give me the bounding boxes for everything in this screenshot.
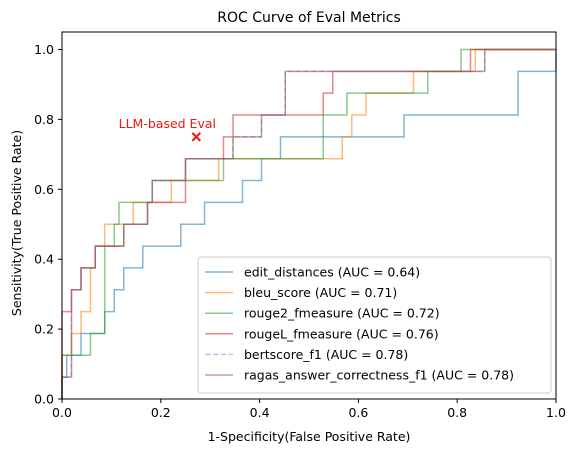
annotation-layer: LLM-based Eval (119, 116, 216, 142)
legend-box (197, 256, 552, 394)
y-tick-label: 0.6 (34, 182, 54, 197)
llm-eval-marker (191, 132, 202, 142)
x-tick-label: 0.4 (250, 405, 270, 420)
legend-label: edit_distances (AUC = 0.64) (244, 265, 420, 280)
legend: edit_distances (AUC = 0.64) bleu_score (A… (197, 256, 552, 394)
annotation-label: LLM-based Eval (119, 116, 216, 131)
legend-label: ragas_answer_correctness_f1 (AUC = 0.78) (244, 368, 514, 383)
plot-frame (61, 31, 557, 400)
x-axis-ticks: 0.0 0.2 0.4 0.6 0.8 1.0 (52, 399, 566, 420)
x-tick-label: 0.8 (447, 405, 467, 420)
x-axis-label: 1-Specificity(False Positive Rate) (208, 429, 411, 444)
legend-label: bertscore_f1 (AUC = 0.78) (244, 347, 408, 362)
legend-label: rouge2_fmeasure (AUC = 0.72) (244, 306, 440, 321)
x-tick-label: 0.6 (348, 405, 368, 420)
legend-items: edit_distances (AUC = 0.64) bleu_score (A… (205, 265, 514, 383)
chart-title: ROC Curve of Eval Metrics (217, 10, 401, 26)
y-tick-label: 0.2 (34, 322, 54, 337)
series-line-6 (61, 48, 556, 399)
y-tick-label: 1.0 (34, 42, 54, 57)
x-tick-label: 0.0 (52, 405, 72, 420)
y-tick-label: 0.0 (34, 392, 54, 407)
plot-lines (61, 48, 557, 399)
y-axis-ticks: 0.0 0.2 0.4 0.6 0.8 1.0 (34, 42, 62, 407)
y-axis-label: Sensitivity(True Positive Rate) (9, 130, 24, 316)
legend-label: bleu_score (AUC = 0.71) (244, 285, 397, 300)
legend-label: rougeL_fmeasure (AUC = 0.76) (244, 326, 439, 341)
y-tick-label: 0.4 (34, 252, 54, 267)
x-tick-label: 1.0 (546, 405, 566, 420)
x-tick-label: 0.2 (151, 405, 171, 420)
series-line-1 (61, 49, 557, 399)
y-tick-label: 0.8 (34, 112, 54, 127)
